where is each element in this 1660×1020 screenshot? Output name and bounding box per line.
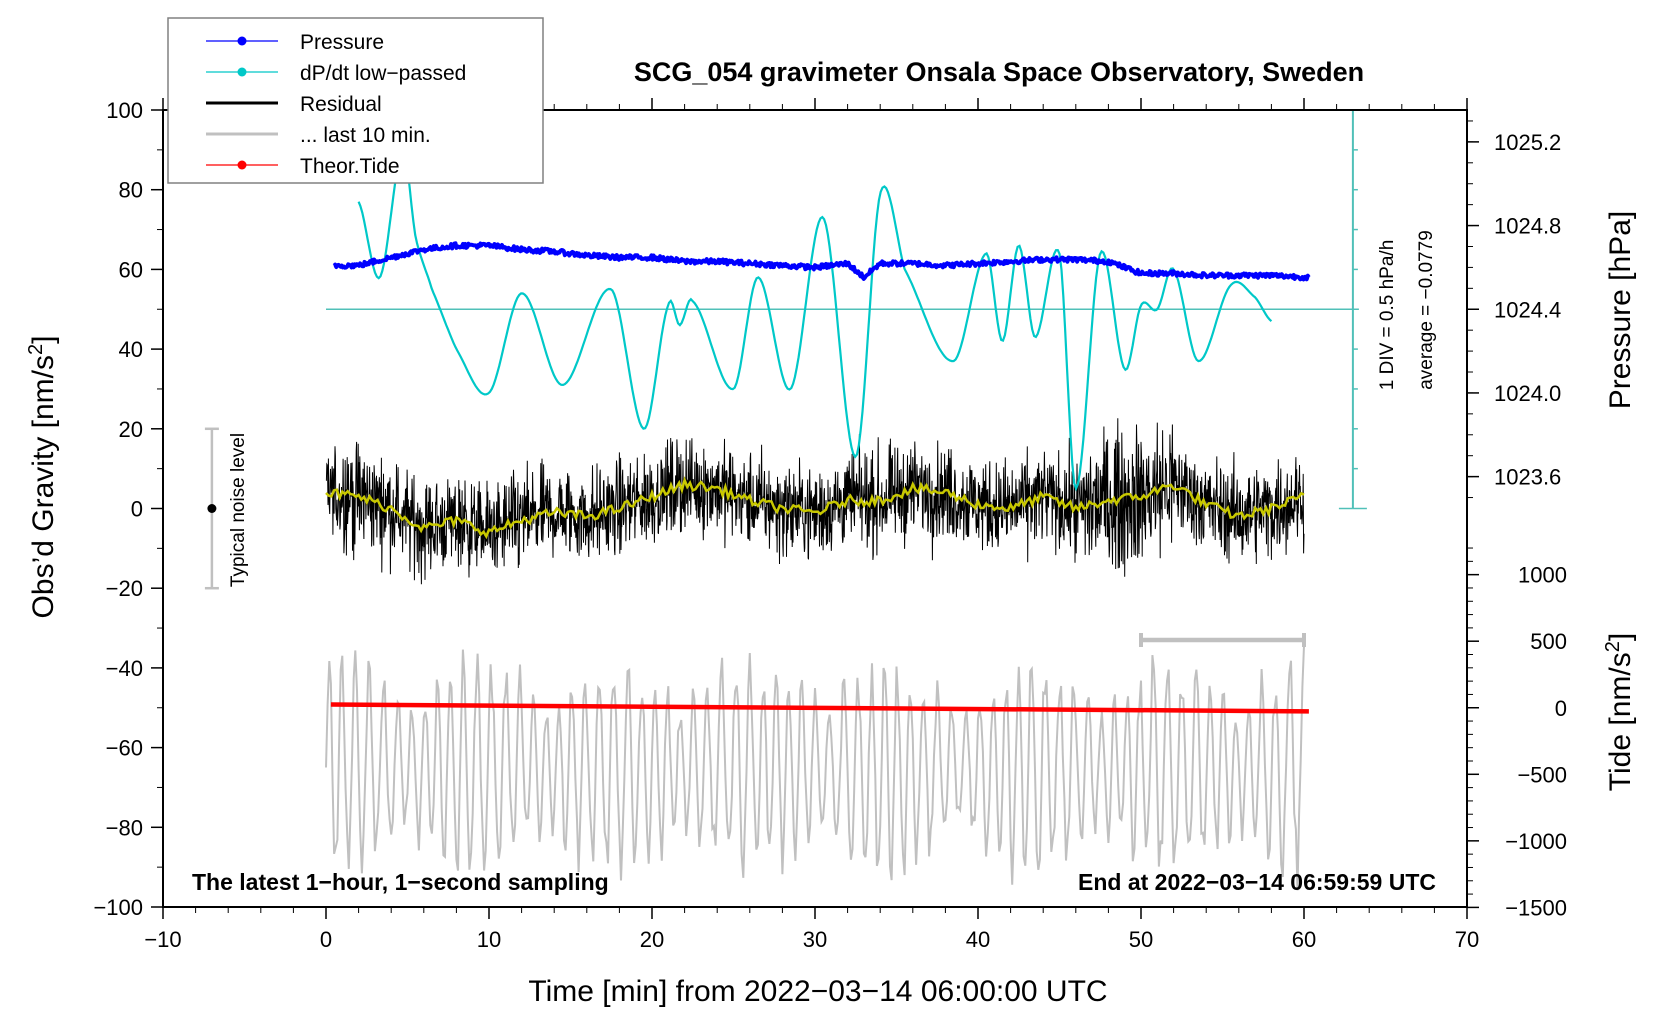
y-tick-label: −60 xyxy=(106,736,143,761)
legend-box xyxy=(167,17,544,184)
series-last-10-min xyxy=(325,645,1305,891)
x-tick-label: −10 xyxy=(144,927,181,952)
tide-tick-label: −1000 xyxy=(1505,829,1567,854)
legend-label: Theor.Tide xyxy=(300,155,400,178)
legend: Pressure dP/dt low−passed Residual ... last… xyxy=(167,17,544,184)
plot-content xyxy=(204,109,1367,891)
noise-level-dot xyxy=(207,504,217,513)
annotation-end-time: End at 2022−03−14 06:59:59 UTC xyxy=(1078,869,1436,895)
x-tick-label: 20 xyxy=(640,927,664,952)
x-tick-label: 10 xyxy=(477,927,501,952)
series-theor-tide xyxy=(330,702,1309,714)
tide-tick-label: −1500 xyxy=(1505,895,1567,920)
x-tick-label: 0 xyxy=(320,927,332,952)
series-residual xyxy=(325,418,1305,585)
x-axis-title: Time [min] from 2022−03−14 06:00:00 UTC xyxy=(528,975,1107,1008)
tide-tick-label: −500 xyxy=(1517,762,1567,787)
y-tick-label: −40 xyxy=(106,656,143,681)
legend-label: Pressure xyxy=(300,31,384,54)
y-tick-label: 40 xyxy=(119,337,143,362)
series-residual-smoothed xyxy=(325,475,1305,540)
y-axis-title-left-sup: 2 xyxy=(25,344,47,355)
legend-swatch-dot xyxy=(237,36,247,46)
x-tick-label: 70 xyxy=(1455,927,1479,952)
tide-tick-label: 500 xyxy=(1530,629,1567,654)
y-tick-label: −20 xyxy=(106,576,143,601)
chart-title: SCG_054 gravimeter Onsala Space Observat… xyxy=(634,57,1364,87)
tide-tick-label: 0 xyxy=(1555,696,1567,721)
legend-label: dP/dt low−passed xyxy=(300,62,466,85)
x-tick-label: 60 xyxy=(1292,927,1316,952)
dpdt-scale-label: 1 DIV = 0.5 hPa/h xyxy=(1377,240,1398,391)
pressure-tick-label: 1024.4 xyxy=(1494,297,1561,322)
dpdt-average-label: average = −0.0779 xyxy=(1416,230,1437,390)
x-tick-label: 40 xyxy=(966,927,990,952)
pressure-tick-label: 1023.6 xyxy=(1494,465,1561,490)
y-tick-label: −100 xyxy=(93,895,143,920)
tide-tick-label: 1000 xyxy=(1518,563,1567,588)
series-dpdt-low-passed xyxy=(357,148,1273,492)
y-tick-label: 0 xyxy=(131,497,143,522)
y-axis-title-tide: Tide [nm/s2] xyxy=(1602,633,1637,791)
y-axis-title-left-end: ] xyxy=(27,336,60,344)
y-tick-label: −80 xyxy=(106,815,143,840)
legend-label: Residual xyxy=(300,93,382,116)
y-axis-title-left-main: Obs’d Gravity [nm/s xyxy=(27,355,60,618)
pressure-tick-label: 1025.2 xyxy=(1494,130,1561,155)
x-tick-label: 50 xyxy=(1129,927,1153,952)
legend-entry: dP/dt low−passed xyxy=(206,62,466,85)
noise-level-label: Typical noise level xyxy=(228,433,249,587)
y-tick-label: 20 xyxy=(119,417,143,442)
pressure-tick-label: 1024.8 xyxy=(1494,214,1561,239)
legend-swatch-dot xyxy=(237,67,247,77)
legend-entry: Pressure xyxy=(206,31,384,54)
legend-entry: ... last 10 min. xyxy=(206,124,431,147)
y-tick-label: 100 xyxy=(106,98,143,123)
legend-entry: Theor.Tide xyxy=(206,155,400,178)
x-tick-label: 30 xyxy=(803,927,827,952)
legend-swatch-dot xyxy=(237,160,247,170)
legend-entry: Residual xyxy=(206,93,382,116)
y-axis-title-pressure: Pressure [hPa] xyxy=(1604,211,1637,409)
series-pressure xyxy=(332,241,1311,282)
axes: −10 0 10 20 30 40 50 60 70−100−80−60−40−20020406… xyxy=(93,98,1567,952)
y-tick-label: 80 xyxy=(119,178,143,203)
y-axis-title-tide-end: ] xyxy=(1604,633,1637,641)
y-tick-label: 60 xyxy=(119,257,143,282)
legend-label: ... last 10 min. xyxy=(300,124,431,147)
y-axis-title-tide-sup: 2 xyxy=(1602,641,1624,652)
y-axis-title-tide-main: Tide [nm/s xyxy=(1604,652,1637,791)
annotation-sampling: The latest 1−hour, 1−second sampling xyxy=(192,869,609,895)
pressure-tick-label: 1024.0 xyxy=(1494,381,1561,406)
y-axis-title-left: Obs’d Gravity [nm/s2] xyxy=(25,336,60,619)
